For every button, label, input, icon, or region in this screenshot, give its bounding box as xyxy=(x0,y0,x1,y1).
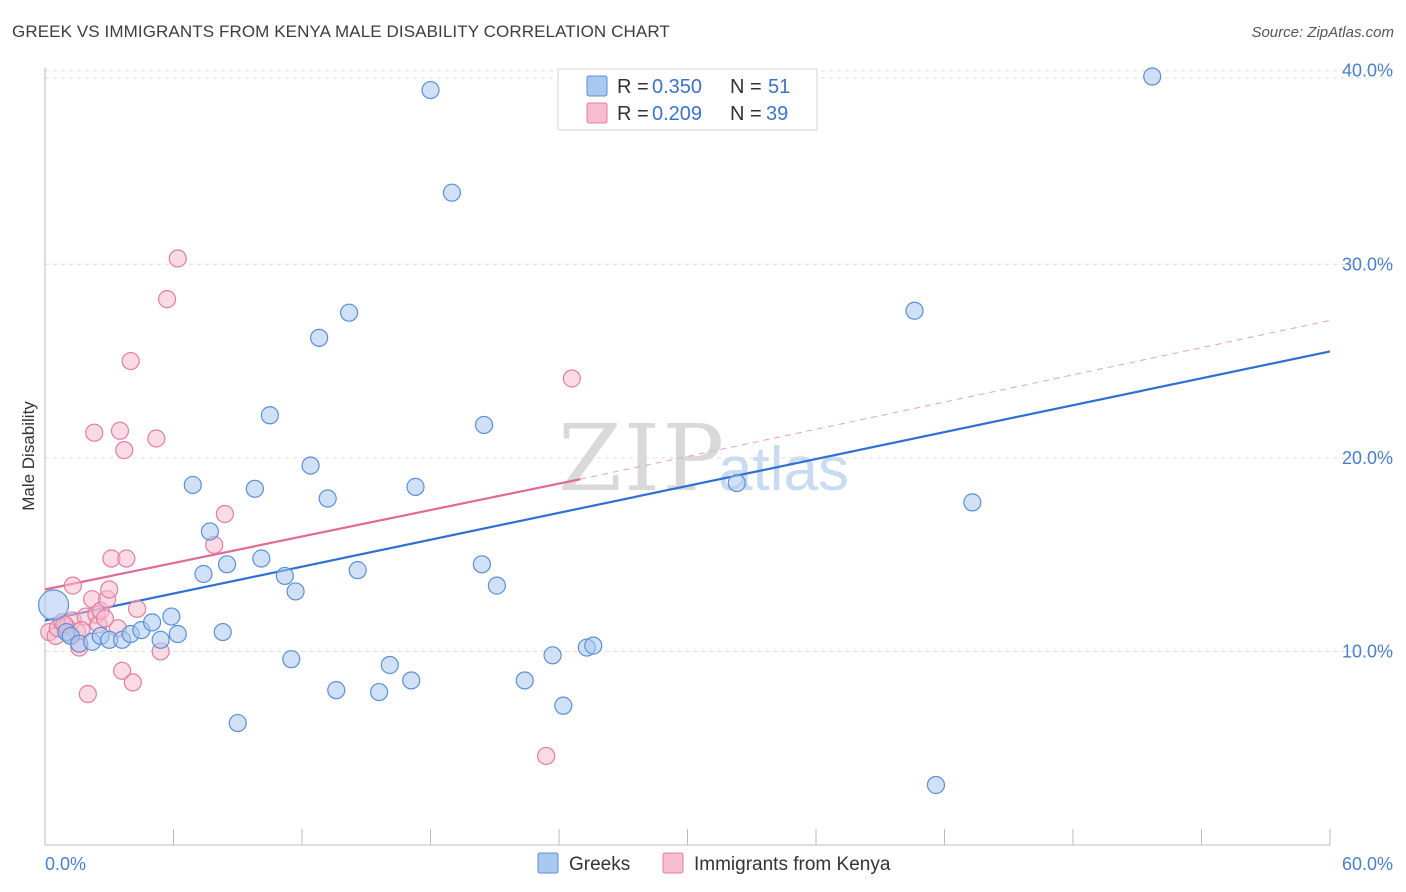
legend-swatch-greeks xyxy=(586,75,608,97)
greeks-point xyxy=(200,522,220,541)
greeks-point xyxy=(260,406,279,425)
greeks-point xyxy=(543,646,562,665)
greeks-point xyxy=(286,582,305,601)
kenya-point xyxy=(562,369,581,388)
greeks-trend-line xyxy=(44,350,1331,622)
kenya-point xyxy=(95,609,115,628)
kenya-trend-extension xyxy=(580,319,1331,480)
greeks-point xyxy=(37,589,70,621)
greeks-point xyxy=(348,561,367,580)
greeks-point xyxy=(380,655,399,675)
legend-n-label: N = xyxy=(730,76,762,98)
legend-r-label: R = xyxy=(617,103,649,125)
greeks-point xyxy=(142,613,162,632)
greeks-point xyxy=(442,183,462,202)
legend-n-value-kenya: 39 xyxy=(766,103,788,125)
greeks-point xyxy=(310,328,329,347)
bottom-legend: Greeks Immigrants from Kenya xyxy=(537,852,891,875)
kenya-point xyxy=(147,429,166,448)
chart-title: GREEK VS IMMIGRANTS FROM KENYA MALE DISA… xyxy=(12,22,670,41)
greeks-point xyxy=(1143,67,1162,86)
kenya-point xyxy=(121,351,140,371)
y-tick-label: 40.0% xyxy=(1342,61,1393,81)
bottom-legend-label-greeks: Greeks xyxy=(569,854,630,875)
kenya-point xyxy=(127,599,147,618)
legend-r-value-greeks: 0.350 xyxy=(652,76,702,98)
kenya-point xyxy=(215,504,234,524)
bottom-legend-swatch-kenya xyxy=(662,852,684,874)
legend-swatch-kenya xyxy=(586,102,608,124)
greeks-point xyxy=(318,489,337,508)
kenya-point xyxy=(110,421,130,440)
greeks-point xyxy=(472,555,491,574)
y-axis-tick-labels: 10.0% 20.0% 30.0% 40.0% xyxy=(1342,61,1393,662)
kenya-point xyxy=(157,290,177,309)
bottom-legend-swatch-greeks xyxy=(537,852,559,874)
watermark-zip: ZIP xyxy=(558,405,726,512)
greeks-point xyxy=(245,479,264,498)
kenya-point xyxy=(117,549,136,568)
greeks-point xyxy=(584,636,603,655)
kenya-trend-line xyxy=(44,478,581,591)
x-tick-label-max: 60.0% xyxy=(1342,854,1393,874)
greeks-point xyxy=(275,566,294,586)
legend: R = 0.350 N = 51 R = 0.209 N = 39 xyxy=(557,68,818,131)
gridlines xyxy=(45,70,1393,652)
greeks-point xyxy=(301,456,320,475)
greeks-point xyxy=(474,415,494,435)
greeks-point xyxy=(421,80,440,100)
legend-n-value-greeks: 51 xyxy=(768,76,790,98)
greeks-point xyxy=(252,549,271,568)
greeks-point xyxy=(963,493,982,512)
greeks-point xyxy=(151,630,170,649)
y-tick-label: 10.0% xyxy=(1342,641,1393,661)
x-axis-ticks xyxy=(44,829,1331,845)
y-axis-label: Male Disability xyxy=(19,401,38,511)
kenya-point xyxy=(100,580,119,599)
greeks-point xyxy=(905,301,924,320)
greeks-point xyxy=(727,473,746,493)
legend-n-label: N = xyxy=(730,103,762,125)
legend-r-value-kenya: 0.209 xyxy=(652,103,702,125)
watermark-atlas: atlas xyxy=(718,435,849,504)
kenya-point xyxy=(537,746,556,766)
greeks-point xyxy=(487,576,506,595)
legend-r-label: R = xyxy=(617,76,649,98)
greeks-point xyxy=(168,624,187,644)
kenya-point xyxy=(115,441,134,460)
x-tick-label-min: 0.0% xyxy=(45,854,86,874)
greeks-points xyxy=(37,67,1162,795)
greeks-point xyxy=(926,775,946,795)
greeks-point xyxy=(327,681,346,700)
greeks-point xyxy=(194,564,213,584)
trend-lines xyxy=(44,319,1331,622)
greeks-point xyxy=(340,303,359,322)
greeks-point xyxy=(183,475,202,495)
y-tick-label: 30.0% xyxy=(1342,254,1393,274)
greeks-point xyxy=(213,622,232,642)
kenya-points xyxy=(40,249,581,766)
greeks-point xyxy=(162,607,181,626)
greeks-point xyxy=(515,671,534,690)
greeks-point xyxy=(402,671,421,690)
greeks-point xyxy=(370,682,389,702)
kenya-point xyxy=(112,661,132,680)
y-tick-label: 20.0% xyxy=(1342,448,1393,468)
greeks-point xyxy=(406,477,425,496)
kenya-point xyxy=(168,249,187,268)
greeks-point xyxy=(228,713,247,733)
greeks-point xyxy=(282,650,301,669)
kenya-point xyxy=(63,576,82,595)
greeks-point xyxy=(554,696,573,715)
kenya-point xyxy=(123,673,142,692)
kenya-point xyxy=(85,423,104,442)
kenya-point xyxy=(78,684,97,704)
source-label: Source: ZipAtlas.com xyxy=(1251,24,1394,41)
greeks-point xyxy=(217,555,237,574)
bottom-legend-label-kenya: Immigrants from Kenya xyxy=(694,854,891,875)
